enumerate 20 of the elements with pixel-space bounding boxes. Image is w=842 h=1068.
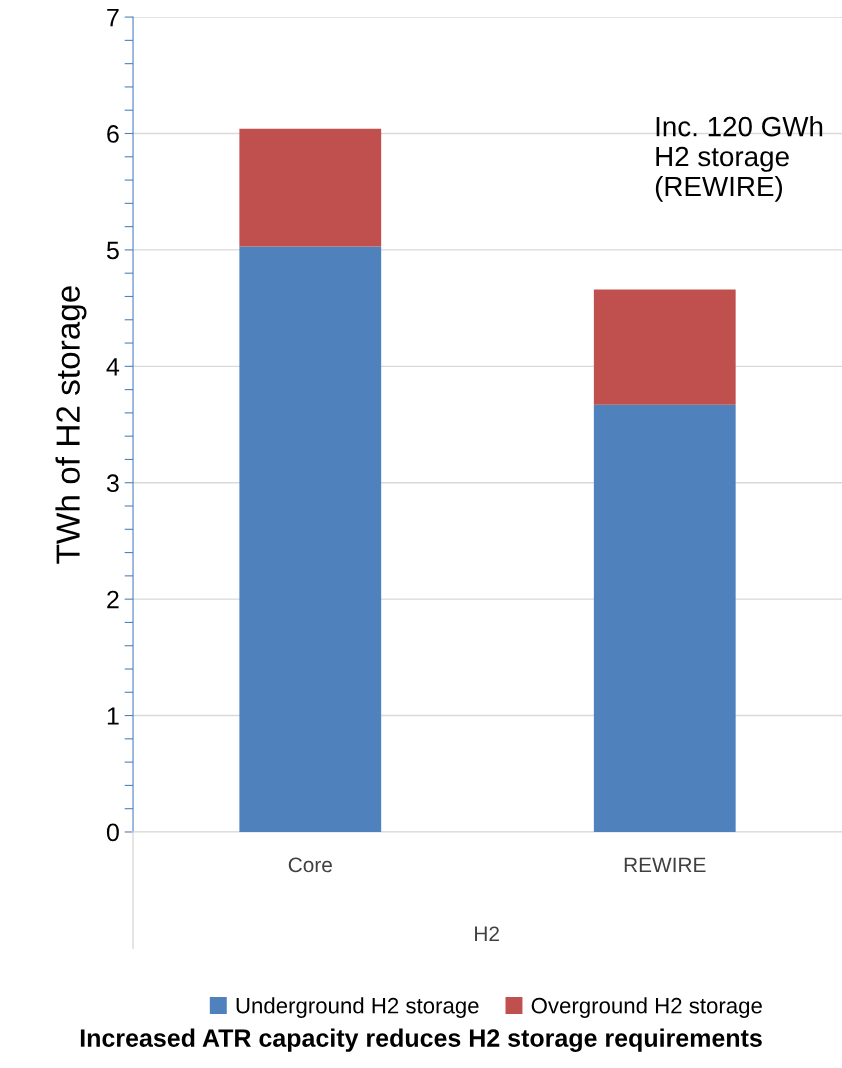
y-tick-label: 0 xyxy=(106,823,119,842)
bar xyxy=(593,289,736,405)
x-tick-label: REWIRE xyxy=(624,857,706,873)
legend-label: Overground H2 storage xyxy=(531,997,762,1018)
text: Increased ATR capacity reduces H2 storage requirements xyxy=(80,1028,762,1052)
bar xyxy=(593,404,736,832)
x-tick-label: Core xyxy=(288,857,332,873)
x-axis-title: H2 xyxy=(475,926,499,941)
y-tick-label: 5 xyxy=(106,241,119,260)
bar xyxy=(239,128,382,247)
y-tick-label: 3 xyxy=(106,474,119,493)
y-axis-title: TWh of H2 storage xyxy=(55,286,87,564)
y-tick-label: 6 xyxy=(107,125,119,143)
y-tick-label: 1 xyxy=(107,707,119,725)
y-tick-label: 7 xyxy=(107,8,119,27)
bar xyxy=(239,246,382,832)
annotation: Inc. 120 GWh H2 storage (REWIRE) xyxy=(655,116,823,202)
y-tick-label: 4 xyxy=(106,358,120,376)
legend-label: Underground H2 storage xyxy=(236,997,479,1018)
y-tick-label: 2 xyxy=(107,590,119,609)
